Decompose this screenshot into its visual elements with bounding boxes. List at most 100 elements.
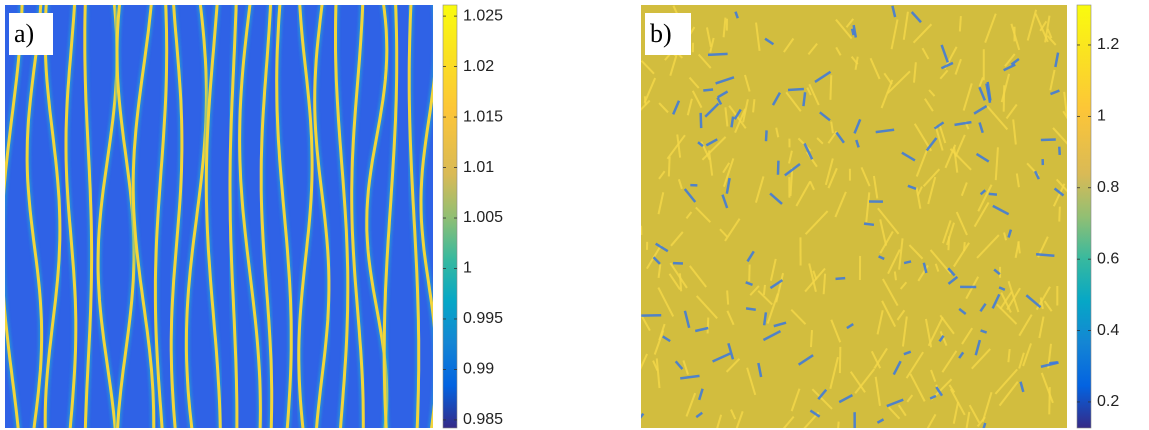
streak	[903, 350, 912, 356]
colorbar-tick-label: 1	[1097, 108, 1106, 125]
streak	[852, 24, 858, 38]
streak	[749, 285, 760, 296]
streak	[680, 374, 700, 380]
streak	[703, 88, 714, 92]
streak	[909, 373, 926, 402]
streak	[838, 394, 853, 404]
streak	[683, 188, 697, 203]
streak	[929, 394, 937, 400]
streak	[745, 281, 753, 287]
streak	[924, 318, 933, 348]
streak	[812, 270, 818, 280]
streak	[998, 286, 1006, 291]
streak	[985, 83, 992, 103]
streak	[870, 350, 882, 369]
streak	[775, 127, 780, 138]
streak	[978, 122, 984, 134]
streak	[1046, 35, 1057, 46]
streak	[927, 176, 937, 205]
streak	[668, 273, 681, 290]
streak	[888, 406, 901, 420]
colorbar-tick-label: 0.99	[463, 361, 494, 378]
streak	[1006, 287, 1021, 311]
streak	[939, 69, 949, 80]
streak	[874, 376, 881, 406]
streak	[933, 121, 945, 130]
streak	[1000, 73, 1011, 103]
streak	[803, 142, 814, 160]
streak	[1050, 89, 1060, 96]
streak	[1033, 170, 1040, 180]
streak	[977, 184, 993, 212]
streak	[784, 163, 801, 177]
streak	[1007, 348, 1011, 363]
streak	[952, 401, 960, 424]
streak	[1062, 110, 1067, 120]
streak	[955, 211, 968, 236]
streak	[992, 204, 1010, 216]
streak	[898, 238, 904, 270]
streak	[947, 275, 959, 285]
streak	[695, 295, 718, 320]
streak	[797, 354, 814, 366]
streak	[1039, 297, 1044, 310]
streak	[881, 300, 897, 328]
streak	[881, 278, 899, 307]
streak	[1052, 183, 1066, 207]
stripe	[382, 5, 399, 428]
streak	[876, 418, 885, 424]
streak	[764, 130, 768, 142]
streak	[979, 302, 987, 313]
stripe	[169, 5, 184, 428]
streak	[982, 422, 987, 428]
stripe	[297, 5, 314, 428]
streak	[975, 152, 990, 163]
streak	[790, 309, 807, 325]
streak	[809, 409, 821, 418]
streak	[1005, 103, 1018, 120]
streak	[827, 167, 838, 189]
streak	[1007, 280, 1020, 313]
streak	[903, 260, 912, 265]
streak	[757, 290, 773, 306]
streak	[670, 231, 684, 247]
streak	[912, 62, 917, 83]
streak	[686, 98, 693, 116]
streak	[908, 244, 924, 260]
streak	[1053, 187, 1065, 197]
streak	[829, 356, 839, 389]
streak	[809, 180, 815, 191]
streak	[998, 381, 1019, 407]
stripe	[204, 5, 222, 428]
streak	[896, 309, 906, 321]
streak	[1040, 372, 1054, 404]
streak	[657, 192, 665, 215]
streak	[994, 147, 999, 181]
streak	[855, 139, 860, 148]
streak	[725, 177, 731, 194]
streak	[952, 242, 970, 268]
streak	[1043, 300, 1053, 312]
streak	[1022, 343, 1032, 367]
streak	[953, 146, 959, 173]
streak	[928, 89, 936, 97]
stripe	[238, 5, 262, 428]
streak	[771, 92, 782, 106]
streak	[1026, 9, 1038, 41]
streak	[819, 111, 831, 122]
streak	[697, 388, 704, 401]
stripe	[83, 5, 94, 428]
streak	[655, 242, 669, 253]
streak	[726, 290, 730, 305]
streak	[672, 100, 681, 115]
streak	[689, 26, 696, 35]
streak	[1063, 91, 1067, 116]
streak	[707, 150, 714, 176]
streak	[921, 47, 930, 60]
streak	[716, 414, 723, 428]
streak	[734, 11, 739, 19]
streak	[806, 87, 812, 96]
colorbar-tick-label: 1.01	[463, 159, 494, 176]
streak	[722, 162, 731, 174]
streak	[742, 99, 749, 123]
